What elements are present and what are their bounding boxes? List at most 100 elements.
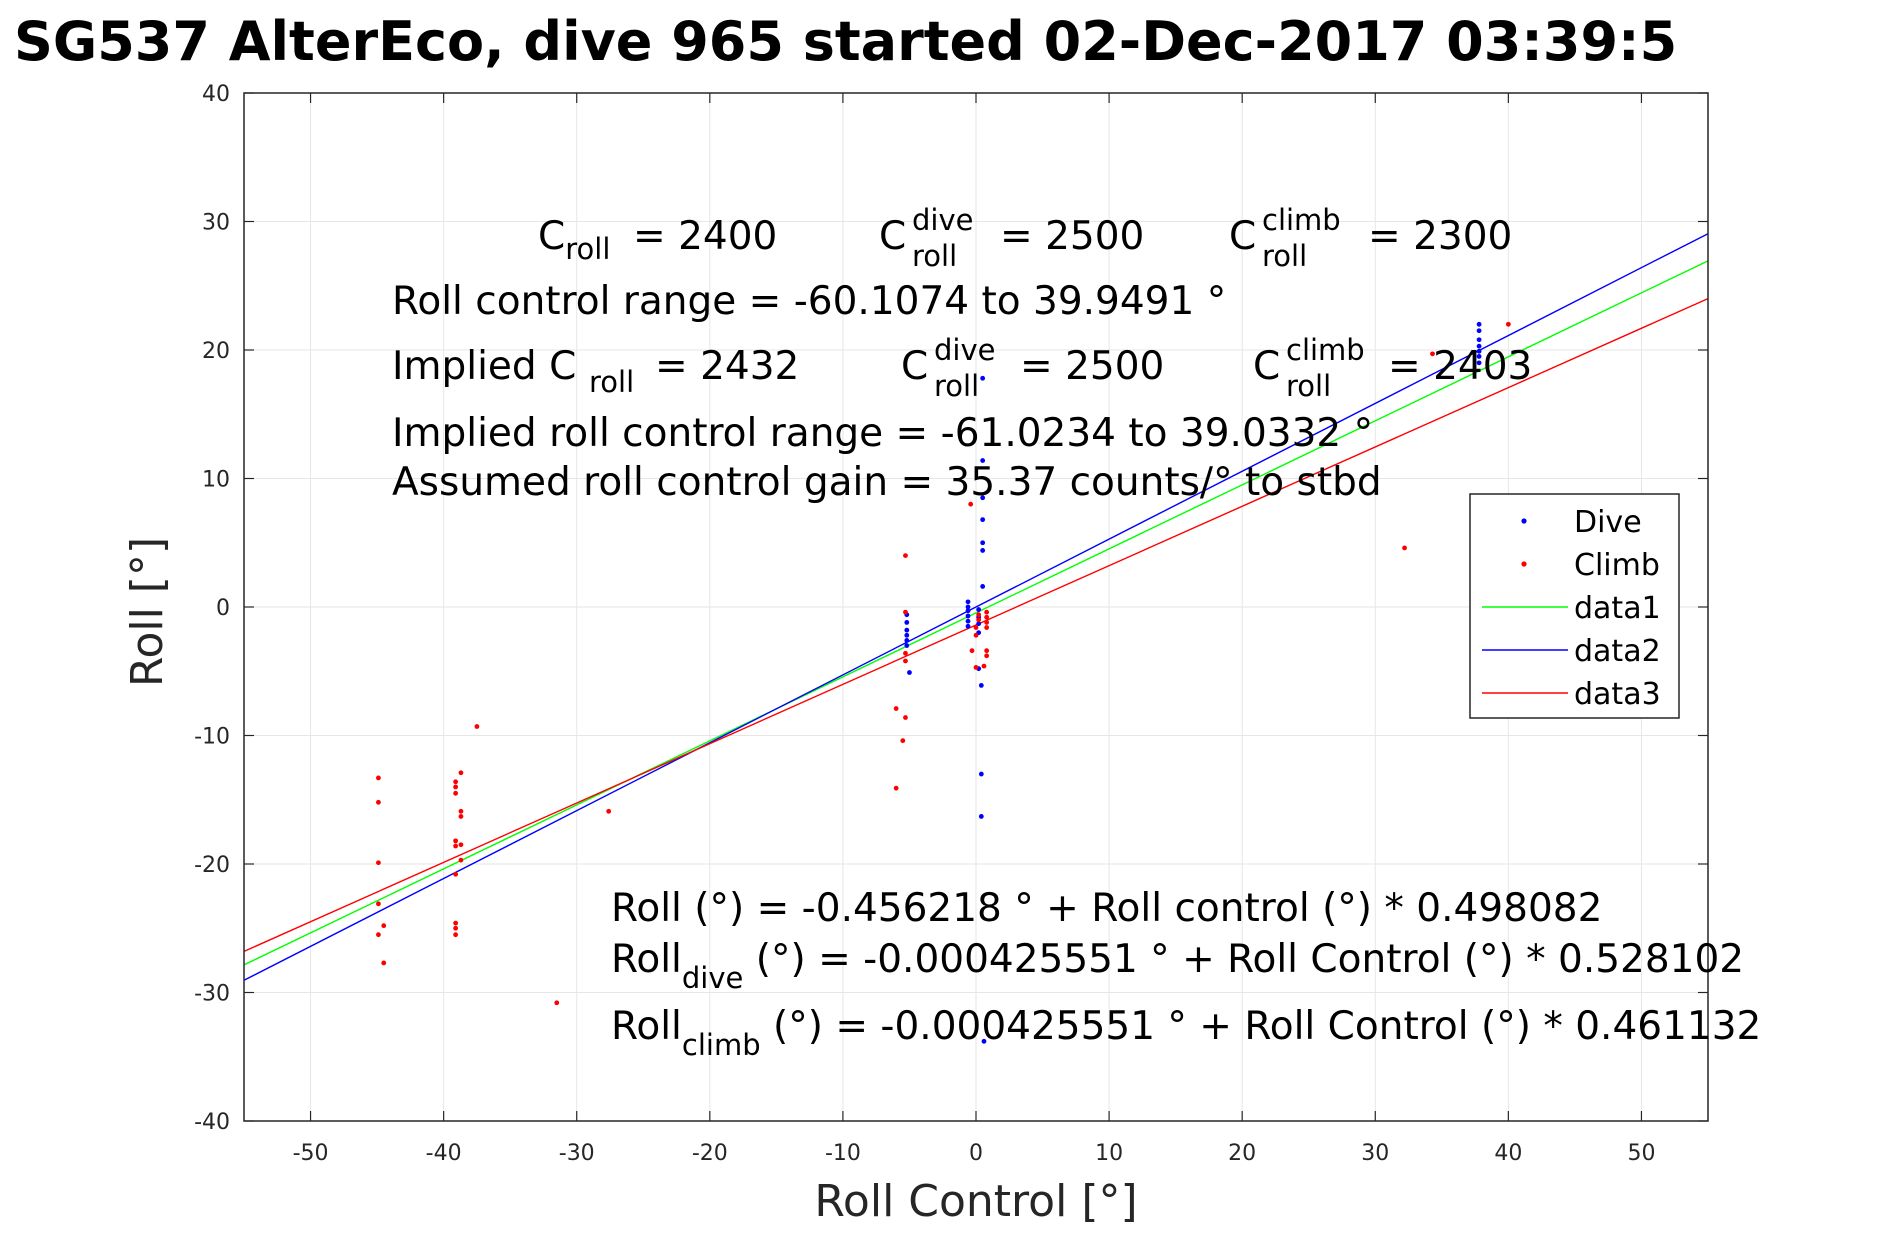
dive-point [980, 458, 986, 463]
climb-point [1402, 545, 1407, 551]
dive-point [1476, 348, 1482, 354]
dive-point [904, 627, 910, 633]
axes-frame [243, 92, 1709, 1122]
annotation-crol-line: Croll = 2400 C dive roll = 2500 C climb … [538, 203, 1512, 273]
implied-c-roll-main: Implied C [392, 344, 576, 389]
climb-point [474, 724, 480, 729]
c-roll-climb-sub: roll [1262, 239, 1307, 273]
c-roll-climb-main: C [1229, 214, 1256, 259]
dive-point [980, 495, 986, 501]
c-roll-climb-value: = 2300 [1368, 214, 1512, 259]
climb-point [893, 706, 899, 711]
climb-point [453, 779, 459, 785]
fit-climb-main: Roll [611, 1004, 682, 1049]
y-tick-label: 30 [202, 211, 230, 236]
c-roll-dive-sub: roll [912, 239, 957, 273]
legend-label-climb: Climb [1574, 548, 1660, 583]
x-tick-label: 30 [1361, 1141, 1389, 1166]
climb-point [984, 625, 990, 630]
fit-line-data3 [243, 297, 1709, 953]
x-tick-label: 50 [1627, 1141, 1655, 1166]
x-tick-label: 40 [1494, 1141, 1522, 1166]
dive-point [1476, 360, 1482, 366]
implied-c-roll-sub: roll [589, 365, 634, 399]
x-axis-label: Roll Control [°] [814, 1176, 1137, 1227]
dive-point [965, 623, 971, 629]
climb-point [453, 925, 459, 931]
y-tick-label: 10 [202, 468, 230, 493]
annotation-implied-crol-line: Implied C roll = 2432 C dive roll = 2500… [392, 333, 1532, 403]
y-tick-label: 40 [202, 82, 230, 107]
dive-point [1476, 328, 1482, 334]
climb-point [903, 658, 908, 664]
legend-label-data3: data3 [1574, 677, 1661, 712]
climb-point [976, 617, 982, 623]
c-roll-dive-sup: dive [912, 203, 973, 237]
dive-point [904, 638, 910, 643]
dive-point [1476, 354, 1482, 359]
fit-lines [243, 233, 1709, 981]
climb-point [554, 1000, 560, 1006]
assumed-roll-control-gain-text: Assumed roll control gain = 35.37 counts… [392, 460, 1382, 505]
climb-point [969, 648, 975, 654]
implied-c-roll-dive-value: = 2500 [1020, 344, 1164, 389]
y-tick-label: -40 [194, 1110, 230, 1135]
c-roll-dive-value: = 2500 [1000, 214, 1144, 259]
climb-point [376, 860, 381, 866]
climb-point [453, 784, 459, 790]
fit-dive-sub: dive [682, 961, 743, 995]
climb-point [606, 808, 612, 814]
c-roll-value: = 2400 [633, 214, 777, 259]
dive-point [907, 670, 912, 675]
dive-point [981, 1038, 987, 1044]
climb-point [376, 775, 381, 781]
climb-point [458, 770, 464, 776]
fit-equation-dive: Rolldive (°) = -0.000425551 ° + Roll Con… [611, 937, 1744, 995]
climb-point [453, 920, 459, 926]
climb-point [453, 790, 459, 796]
x-tick-label: 0 [969, 1141, 983, 1166]
fit-equation-climb: Rollclimb (°) = -0.000425551 ° + Roll Co… [611, 1004, 1761, 1062]
dive-point [980, 375, 986, 381]
implied-c-roll-climb-sup: climb [1286, 333, 1365, 367]
dive-point [980, 540, 986, 546]
climb-point [458, 842, 464, 848]
dive-point [965, 604, 971, 610]
climb-point [903, 715, 908, 720]
climb-point [381, 923, 387, 929]
fit-dive-main: Roll [611, 937, 682, 982]
climb-point [1430, 351, 1435, 357]
climb-point [903, 609, 908, 615]
implied-c-roll-climb-value: = 2403 [1388, 344, 1532, 389]
climb-point [453, 843, 459, 849]
climb-point [984, 653, 990, 659]
dive-point [1476, 343, 1482, 349]
legend-label-dive: Dive [1574, 505, 1642, 540]
climb-point [458, 808, 464, 814]
x-tick-label: -10 [825, 1141, 861, 1166]
climb-point [903, 650, 908, 656]
implied-roll-control-range-text: Implied roll control range = -61.0234 to… [392, 411, 1373, 456]
dive-point [904, 632, 910, 638]
climb-point [453, 838, 459, 844]
legend-marker-dive [1521, 518, 1527, 524]
climb-point [968, 501, 974, 507]
implied-c-roll-value: = 2432 [655, 344, 799, 389]
dive-point [904, 620, 910, 625]
dive-point [965, 613, 971, 619]
fit-line-data2 [243, 233, 1709, 981]
legend-box [1469, 493, 1680, 719]
y-tick-label: -30 [194, 982, 230, 1007]
x-tick-label: 10 [1095, 1141, 1123, 1166]
climb-point [984, 620, 990, 625]
climb-point [900, 738, 906, 744]
implied-c-roll-dive-main: C [901, 344, 928, 389]
fit-dive-rest: (°) = -0.000425551 ° + Roll Control (°) … [743, 937, 1744, 982]
dive-point [980, 584, 986, 589]
climb-point [973, 625, 979, 630]
implied-c-roll-climb-sub: roll [1286, 369, 1331, 403]
y-axis-label: Roll [°] [122, 537, 173, 687]
dive-point [976, 621, 982, 627]
dive-point [965, 608, 971, 614]
climb-point [453, 871, 459, 877]
